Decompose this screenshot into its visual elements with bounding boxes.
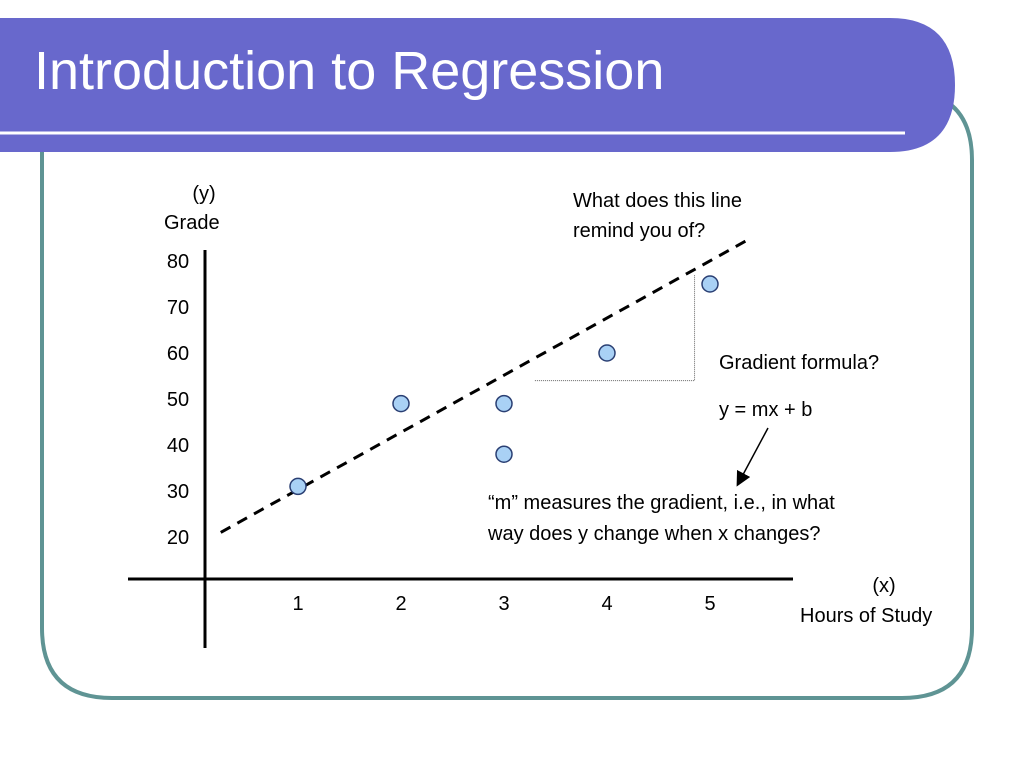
- x-tick-label: 3: [498, 593, 509, 615]
- y-tick-label: 70: [167, 297, 189, 319]
- x-tick-label: 1: [292, 593, 303, 615]
- x-axis-label: Hours of Study: [800, 605, 933, 627]
- y-tick-label: 60: [167, 343, 189, 365]
- title-band: [0, 18, 955, 152]
- y-tick-label: 20: [167, 527, 189, 549]
- data-point: [495, 394, 513, 413]
- data-point: [701, 275, 719, 293]
- trend-line: [220, 236, 752, 534]
- x-tick-label: 2: [395, 593, 406, 615]
- y-tick-label: 80: [167, 251, 189, 273]
- annotation-arrow: [736, 427, 769, 487]
- x-axis-symbol: (x): [872, 575, 896, 597]
- data-point: [598, 344, 616, 362]
- gradient-triangle: [534, 274, 696, 382]
- y-axis-symbol: (y): [192, 183, 216, 205]
- equation: y = mx + b: [719, 399, 813, 421]
- y-tick-label: 40: [167, 435, 189, 457]
- explanation-line-1: “m” measures the gradient, i.e., in what: [488, 492, 835, 514]
- y-axis-label: Grade: [164, 212, 220, 234]
- data-point: [495, 445, 513, 463]
- y-tick-label: 50: [167, 389, 189, 411]
- data-point: [289, 477, 307, 496]
- explanation-line-2: way does y change when x changes?: [488, 523, 821, 545]
- data-point: [392, 394, 410, 413]
- x-tick-label: 5: [704, 593, 715, 615]
- x-tick-label: 4: [601, 593, 612, 615]
- question-line-2: remind you of?: [573, 220, 706, 242]
- question-line-1: What does this line: [573, 190, 742, 212]
- slide-title: Introduction to Regression: [34, 41, 665, 101]
- y-tick-label: 30: [167, 481, 189, 503]
- gradient-question: Gradient formula?: [719, 352, 880, 374]
